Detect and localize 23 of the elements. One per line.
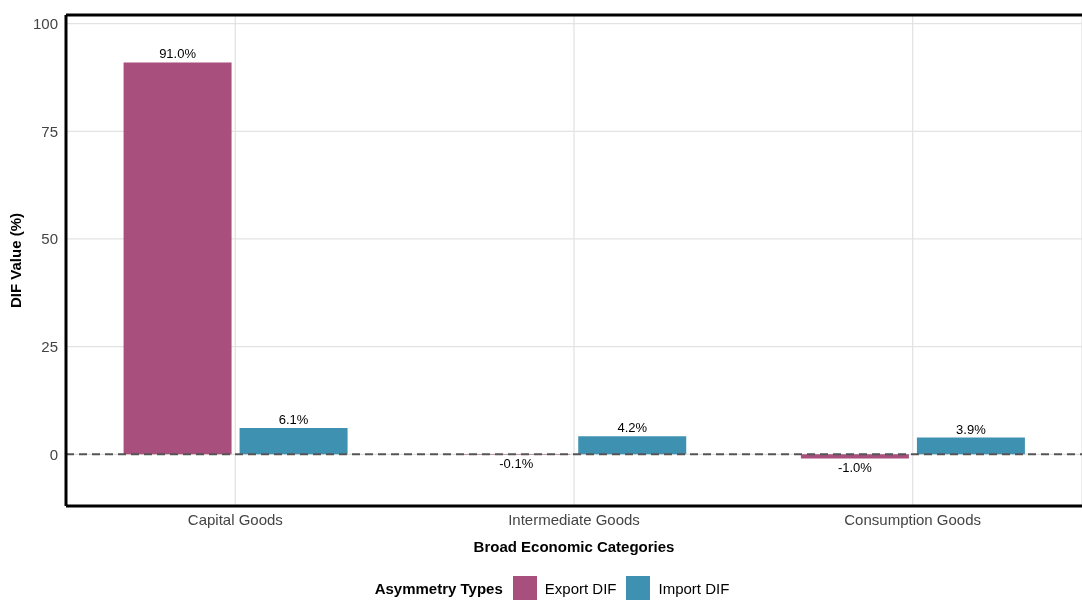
- bar: [123, 62, 232, 455]
- x-tick-label: Capital Goods: [187, 510, 283, 528]
- y-axis-title: DIF Value (%): [7, 212, 25, 309]
- y-tick-label: 75: [41, 122, 58, 140]
- data-label: 4.2%: [617, 420, 648, 436]
- legend-label: Import DIF: [658, 579, 730, 597]
- data-label: 6.1%: [278, 412, 309, 428]
- y-tick-label: 25: [41, 337, 58, 355]
- bar: [578, 436, 687, 455]
- y-tick-label: 50: [41, 230, 58, 248]
- data-label: 3.9%: [956, 421, 987, 437]
- x-tick-label: Intermediate Goods: [508, 510, 640, 528]
- data-label: -0.1%: [499, 455, 534, 471]
- bar: [916, 437, 1025, 455]
- data-label: 91.0%: [159, 46, 197, 62]
- x-axis-title: Broad Economic Categories: [473, 538, 675, 555]
- y-tick-label: 100: [32, 14, 58, 32]
- bar: [239, 428, 348, 455]
- legend-label: Export DIF: [544, 579, 617, 597]
- x-tick-label: Consumption Goods: [844, 510, 982, 528]
- data-label: -1.0%: [837, 459, 873, 475]
- legend-title: Asymmetry Types: [374, 579, 503, 597]
- y-tick-label: 0: [49, 445, 58, 463]
